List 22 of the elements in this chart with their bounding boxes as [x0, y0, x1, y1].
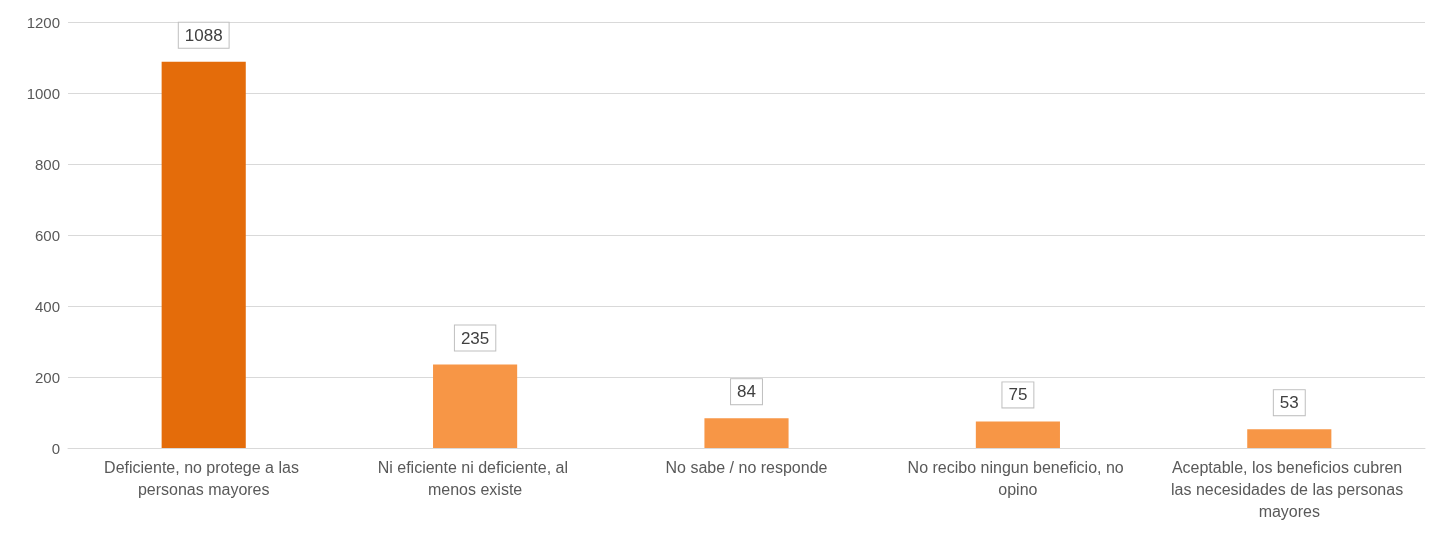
x-tick-label: No recibo ningun beneficio, no opino: [907, 458, 1129, 498]
bar: [704, 418, 789, 448]
x-tick-label: Aceptable, los beneficios cubren las necesidades de las personas mayores: [1171, 458, 1408, 520]
y-tick-label: 800: [34, 155, 60, 173]
y-tick-label: 400: [34, 297, 60, 315]
data-label: 84: [737, 382, 756, 402]
y-tick-label: 600: [34, 226, 60, 244]
y-tick-label: 1000: [26, 84, 60, 102]
data-label: 1088: [184, 25, 223, 45]
bar: [975, 421, 1060, 448]
bar: [1247, 429, 1332, 448]
x-tick-label: Ni eficiente ni deficiente, al menos existe: [377, 458, 573, 498]
y-tick-label: 200: [34, 368, 60, 386]
data-label: 53: [1279, 393, 1299, 413]
y-tick-label: 1200: [26, 13, 60, 31]
data-label: 235: [460, 328, 490, 348]
y-tick-label: 0: [51, 439, 60, 457]
x-tick-label: Deficiente, no protege a las personas mayores: [104, 458, 304, 498]
x-tick-label: No sabe / no responde: [665, 458, 828, 476]
bar: [161, 61, 246, 448]
data-label: 75: [1008, 385, 1028, 405]
bar: [433, 364, 518, 448]
